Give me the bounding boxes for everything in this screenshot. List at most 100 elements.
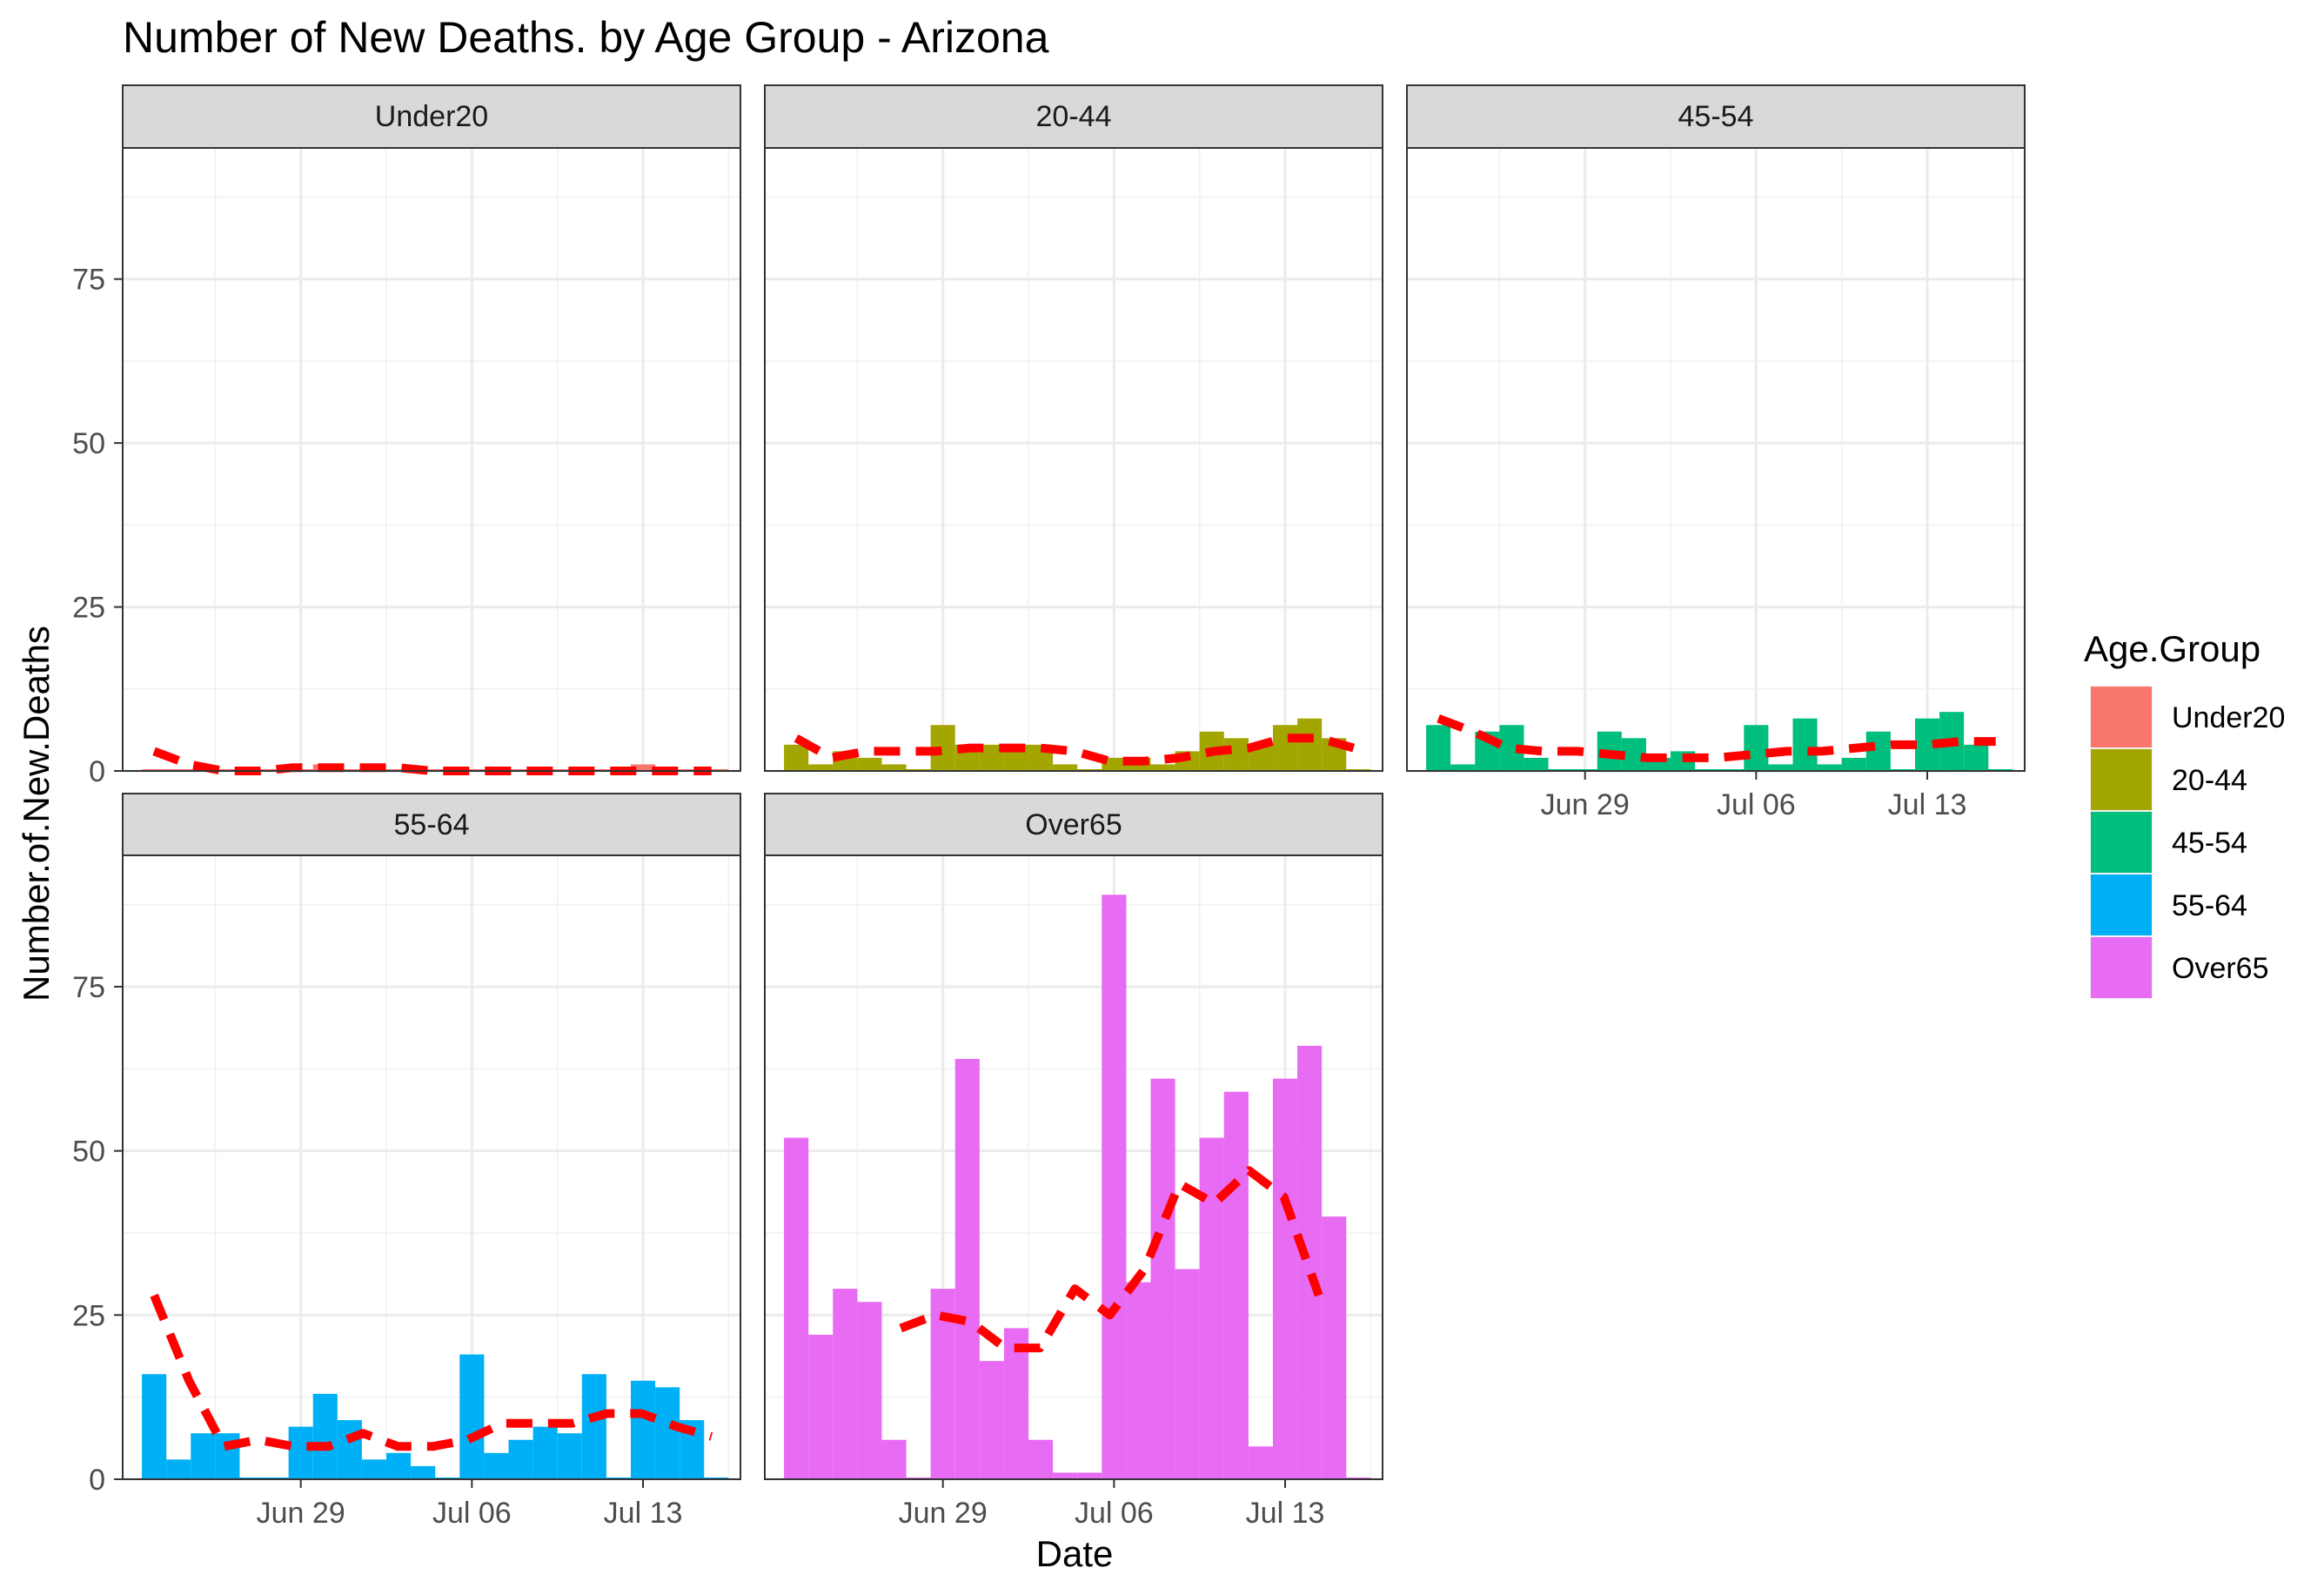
bar-45-54-2020-07-10 [1841,757,1866,771]
bar-55-64-2020-07-04 [411,1465,436,1479]
legend-title: Age.Group [2084,628,2260,669]
x-tick-label: Jun 29 [257,1497,345,1530]
bar-45-54-2020-06-23 [1426,725,1451,771]
bar-20-44-2020-06-23 [784,744,809,771]
trend-line-over65 [899,1166,1323,1353]
bar-over65-2020-07-14 [1297,1045,1323,1479]
legend-key-over65 [2091,937,2152,998]
panel-border [764,147,1383,772]
bar-55-64-2020-07-11 [581,1374,606,1479]
bar-20-44-2020-07-04 [1053,764,1078,771]
facet-strip-label: 55-64 [394,808,470,841]
bar-45-54-2020-06-24 [1450,764,1476,771]
bar-over65-2020-07-05 [1077,1472,1102,1479]
bar-55-64-2020-07-07 [484,1452,509,1479]
facet-panel-20-44: 20-44 [764,84,1383,773]
bar-over65-2020-07-10 [1199,1137,1224,1479]
bar-20-44-2020-06-24 [808,764,834,771]
facet-strip [764,84,1383,149]
bar-20-44-2020-07-08 [1150,764,1175,771]
panel-border [122,147,741,772]
bar-20-44-2020-07-13 [1272,725,1298,771]
bar-over65-2020-07-08 [1150,1078,1175,1479]
bar-55-64-2020-07-01 [337,1420,362,1479]
facet-panel-under20: Under20 0 25 50 75 [72,84,741,788]
panel-background [765,148,1383,771]
facet-strip-label: 45-54 [1678,100,1754,133]
trend-line-55-64 [150,1293,713,1451]
legend: Age.Group Under20 20-44 45-54 55-64 Over65 [2084,628,2285,999]
facet-panels: Under20 0 25 50 75 20-44 45-54 Jun 29 Jul 06 Jul … [72,84,2026,1530]
panel-border [122,854,741,1480]
bar-45-54-2020-07-07 [1768,764,1793,771]
bar-over65-2020-07-01 [979,1361,1004,1479]
bar-45-54-2020-07-15 [1964,744,1989,771]
facet-strip [1406,84,2026,149]
bar-20-44-2020-07-14 [1297,718,1323,771]
y-tick-label: 75 [72,971,105,1004]
x-tick-label: Jun 29 [899,1497,988,1530]
bar-45-54-2020-07-11 [1865,731,1891,771]
bar-20-44-2020-06-27 [881,764,907,771]
bar-55-64-2020-06-25 [191,1433,216,1479]
y-axis-title: Number.of.New.Deaths [16,626,57,1002]
bar-under20-2020-07-13 [630,764,656,771]
legend-key-under20 [2091,687,2152,747]
panel-border [1406,147,2026,772]
bar-55-64-2020-07-02 [361,1459,387,1479]
bar-20-44-2020-07-11 [1223,738,1249,771]
y-tick-label: 25 [72,1299,105,1332]
bar-over65-2020-07-09 [1175,1269,1200,1479]
y-tick-label: 50 [72,1136,105,1169]
bar-45-54-2020-06-27 [1524,757,1549,771]
bar-over65-2020-06-25 [833,1289,858,1479]
trend-line-45-54 [1437,714,1996,762]
bar-55-64-2020-06-23 [142,1374,167,1479]
bar-over65-2020-06-26 [857,1302,882,1479]
facet-strip-label: Over65 [1025,808,1122,841]
y-tick-label: 25 [72,592,105,625]
facet-panel-over65: Over65 Jun 29 Jul 06 Jul 13 [764,793,1383,1530]
panel-background [1407,148,2025,771]
panel-border [764,854,1383,1480]
bar-55-64-2020-07-03 [386,1452,412,1479]
legend-key-20-44 [2091,749,2152,810]
bar-55-64-2020-07-06 [459,1354,485,1479]
y-tick-label: 0 [89,1464,105,1497]
bar-over65-2020-07-12 [1248,1446,1273,1479]
bar-over65-2020-07-15 [1322,1216,1347,1479]
facet-strip-label: Under20 [375,100,488,133]
x-tick-label: Jul 13 [1888,788,1967,821]
facet-strip [122,84,741,149]
bar-over65-2020-06-23 [784,1137,809,1479]
bar-over65-2020-07-06 [1102,895,1127,1479]
chart-title: Number of New Deaths. by Age Group - Ari… [123,13,1049,62]
panel-background [123,148,740,771]
x-axis-title: Date [1036,1533,1114,1574]
x-tick-label: Jul 06 [1717,788,1796,821]
trend-line-20-44 [794,734,1356,766]
x-tick-label: Jul 13 [1246,1497,1325,1530]
legend-key-55-64 [2091,874,2152,935]
y-tick-label: 0 [89,755,105,788]
y-tick-label: 50 [72,427,105,460]
bar-55-64-2020-07-08 [508,1439,533,1479]
bar-20-44-2020-06-26 [857,757,882,771]
bar-over65-2020-06-30 [954,1058,980,1479]
x-tick-label: Jul 06 [1075,1497,1154,1530]
x-tick-label: Jun 29 [1541,788,1630,821]
facet-strip [764,793,1383,857]
x-tick-label: Jul 13 [604,1497,683,1530]
facet-strip-label: 20-44 [1036,100,1112,133]
bar-55-64-2020-07-14 [655,1387,680,1479]
legend-label: 20-44 [2172,764,2247,797]
legend-label: 45-54 [2172,827,2247,860]
bar-55-64-2020-07-13 [630,1380,656,1479]
bar-45-54-2020-07-09 [1817,764,1842,771]
bar-55-64-2020-07-09 [532,1426,558,1479]
bar-over65-2020-07-13 [1272,1078,1298,1479]
bar-55-64-2020-07-10 [557,1433,582,1479]
bar-55-64-2020-06-29 [288,1426,313,1479]
legend-key-45-54 [2091,812,2152,873]
